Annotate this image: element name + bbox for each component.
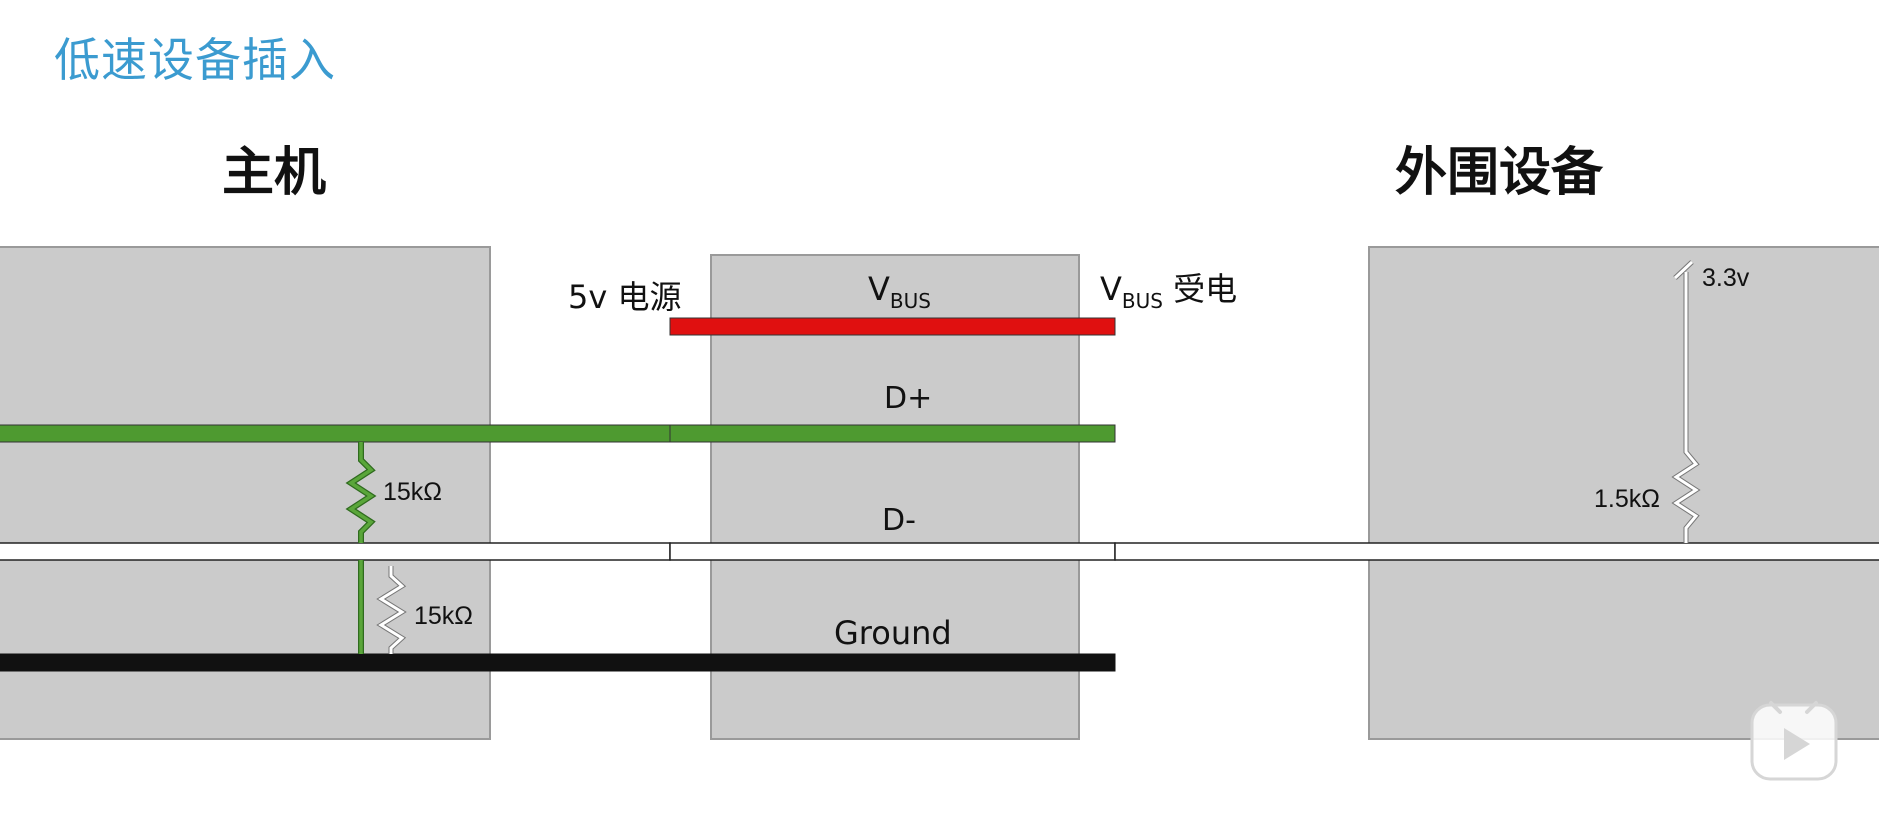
host-heading: 主机: [222, 143, 327, 203]
device-pullup-inner: [1673, 260, 1699, 543]
dplus-line-cable: [669, 424, 1116, 443]
dminus-line-device: [1114, 542, 1879, 561]
host-dminus-resistor-label: 15kΩ: [414, 602, 473, 630]
vbus-power-label: VBUS 受电: [1100, 270, 1237, 313]
host-dplus-resistor-label: 15kΩ: [383, 478, 442, 506]
device-heading: 外围设备: [1395, 143, 1604, 203]
source-label: 5v 电源: [568, 278, 681, 316]
dminus-line-host: [0, 542, 671, 561]
vbus-power-suffix: 受电: [1163, 270, 1237, 308]
ground-label: Ground: [834, 614, 952, 652]
vbus-label: VBUS: [868, 270, 931, 313]
dplus-line-host: [0, 424, 671, 443]
pullup-voltage-label: 3.3v: [1702, 264, 1750, 292]
host-dminus-pulldown-inner: [378, 566, 405, 654]
device-pullup-resistor-label: 1.5kΩ: [1594, 485, 1660, 513]
device-box: [1368, 246, 1879, 740]
host-dplus-pulldown-inner: [347, 442, 375, 654]
dminus-label: D-: [882, 503, 916, 538]
dminus-line-cable: [669, 542, 1116, 561]
dplus-label: D+: [884, 381, 932, 416]
vbus-line: [669, 317, 1116, 336]
slide-title: 低速设备插入: [54, 33, 336, 87]
vbus-power-sub: BUS: [1122, 289, 1163, 313]
vbus-label-sub: BUS: [890, 289, 931, 313]
vbus-power-main: V: [1100, 270, 1122, 308]
play-icon[interactable]: [1750, 701, 1838, 781]
ground-line: [0, 653, 1116, 672]
vbus-label-main: V: [868, 270, 890, 308]
